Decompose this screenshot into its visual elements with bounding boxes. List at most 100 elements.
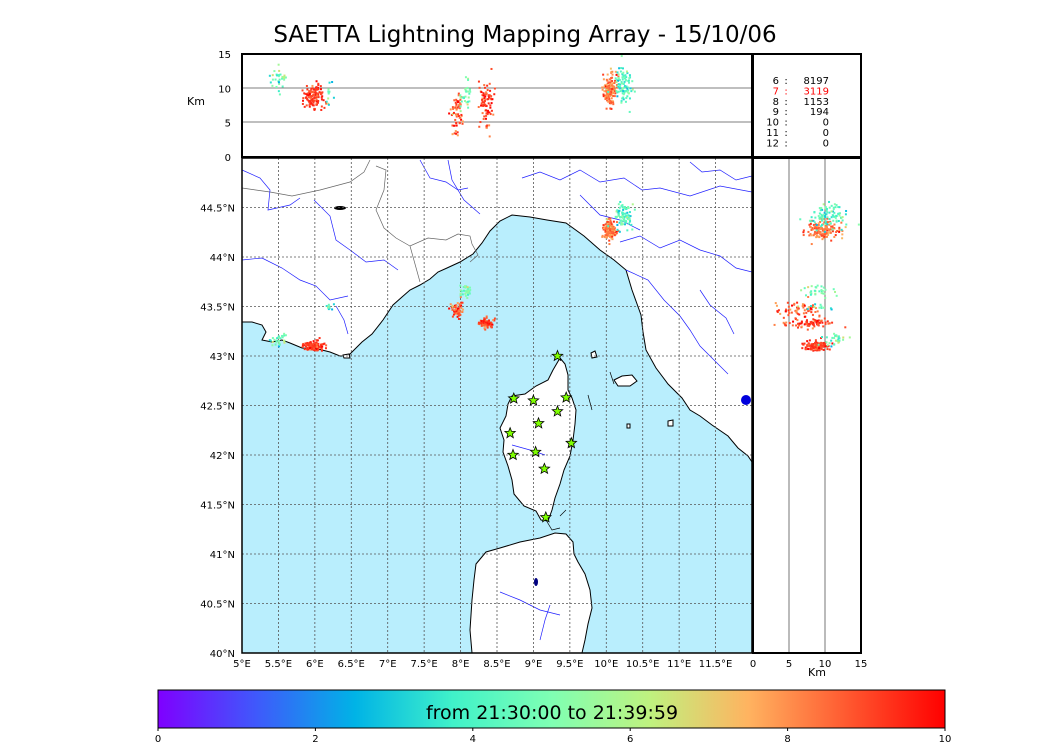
source-point-lat-alt	[796, 301, 799, 304]
source-point-lat-alt	[819, 216, 822, 219]
map-x-tick-label: 8.5°E	[483, 659, 510, 670]
source-point-alt-lon	[321, 91, 324, 94]
source-point-lat-alt	[803, 303, 806, 306]
source-point-lat-alt	[825, 341, 828, 344]
source-point-map	[625, 207, 628, 210]
source-point-alt-lon	[628, 97, 631, 100]
source-point-lat-alt	[828, 229, 831, 232]
source-point-alt-lon	[307, 92, 310, 95]
source-point-lat-alt	[811, 313, 814, 316]
source-point-alt-lon	[450, 114, 453, 117]
source-point-lat-alt	[814, 226, 817, 229]
right-x-tick-label: 15	[855, 659, 868, 670]
source-point-alt-lon	[488, 94, 491, 97]
source-point-alt-lon	[615, 89, 618, 92]
source-point-alt-lon	[485, 112, 488, 115]
source-point-lat-alt	[810, 243, 813, 246]
source-point-lat-alt	[833, 215, 836, 218]
source-point-alt-lon	[457, 100, 460, 103]
source-point-map	[454, 308, 457, 311]
source-point-lat-alt	[823, 235, 826, 238]
source-point-alt-lon	[606, 91, 609, 94]
source-point-lat-alt	[834, 290, 837, 293]
source-point-alt-lon	[488, 124, 491, 127]
source-point-map	[605, 226, 608, 229]
source-point-alt-lon	[313, 88, 316, 91]
source-point-map	[612, 225, 615, 228]
source-point-map	[277, 345, 280, 348]
source-point-lat-alt	[821, 218, 824, 221]
source-point-lat-alt	[814, 286, 817, 289]
source-point-map	[464, 289, 467, 292]
source-point-lat-alt	[798, 313, 801, 316]
source-point-lat-alt	[831, 225, 834, 228]
alt-y-tick-label: 0	[225, 153, 231, 164]
source-point-alt-lon	[628, 77, 631, 80]
source-point-lat-alt	[806, 320, 809, 323]
source-point-alt-lon	[484, 117, 487, 120]
source-point-lat-alt	[805, 322, 808, 325]
source-point-alt-lon	[623, 77, 626, 80]
source-point-map	[484, 328, 487, 331]
alt-y-tick-label: 5	[225, 119, 231, 130]
source-point-lat-alt	[792, 320, 795, 323]
source-point-alt-lon	[314, 96, 317, 99]
station-count-number: 9	[773, 107, 779, 118]
source-point-map	[610, 229, 613, 232]
source-point-lat-alt	[820, 289, 823, 292]
station-markers	[503, 349, 578, 523]
source-point-alt-lon	[491, 98, 494, 101]
source-point-lat-alt	[816, 230, 819, 233]
source-point-lat-alt	[829, 231, 832, 234]
source-point-lat-alt	[824, 224, 827, 227]
source-point-lat-alt	[832, 214, 835, 217]
source-point-lat-alt	[804, 348, 807, 351]
source-point-alt-lon	[621, 78, 624, 81]
source-point-lat-alt	[824, 221, 827, 224]
source-point-lat-alt	[823, 317, 826, 320]
source-point-lat-alt	[802, 231, 805, 234]
source-point-alt-lon	[481, 98, 484, 101]
source-point-alt-lon	[303, 105, 306, 108]
source-point-map	[480, 320, 483, 323]
source-point-map	[459, 289, 462, 292]
coast-detail	[545, 371, 615, 531]
source-point-map	[608, 243, 611, 246]
source-point-lat-alt	[797, 305, 800, 308]
source-point-alt-lon	[604, 98, 607, 101]
source-point-lat-alt	[811, 327, 814, 330]
source-point-lat-alt	[840, 228, 843, 231]
source-point-alt-lon	[277, 90, 280, 93]
source-point-alt-lon	[317, 82, 320, 85]
source-point-lat-alt	[818, 218, 821, 221]
source-point-map	[604, 223, 607, 226]
source-point-alt-lon	[486, 84, 489, 87]
alt-y-tick-label: 15	[218, 50, 231, 61]
source-point-map	[605, 235, 608, 238]
source-point-map	[457, 312, 460, 315]
source-point-alt-lon	[621, 87, 624, 90]
station-count-colon: :	[784, 128, 787, 139]
source-point-map	[320, 348, 323, 351]
source-point-map	[625, 214, 628, 217]
source-point-alt-lon	[606, 99, 609, 102]
source-point-map	[279, 337, 282, 340]
source-point-alt-lon	[489, 104, 492, 107]
alt-y-tick-label: 10	[218, 84, 231, 95]
source-point-lat-alt	[802, 312, 805, 315]
map-y-tick-label: 41.5°N	[200, 501, 235, 512]
source-point-alt-lon	[620, 67, 623, 70]
source-point-map	[612, 220, 615, 223]
source-point-map	[308, 342, 311, 345]
chart-title: SAETTA Lightning Mapping Array - 15/10/0…	[273, 22, 777, 48]
source-point-alt-lon	[493, 87, 496, 90]
source-point-lat-alt	[805, 319, 808, 322]
source-point-map	[281, 336, 284, 339]
source-point-lat-alt	[826, 320, 829, 323]
source-point-alt-lon	[489, 89, 492, 92]
lat-alt-panel: 0 5 10 15 Km	[750, 157, 868, 679]
source-point-map	[626, 206, 629, 209]
source-point-lat-alt	[816, 284, 819, 287]
source-point-alt-lon	[451, 133, 454, 136]
